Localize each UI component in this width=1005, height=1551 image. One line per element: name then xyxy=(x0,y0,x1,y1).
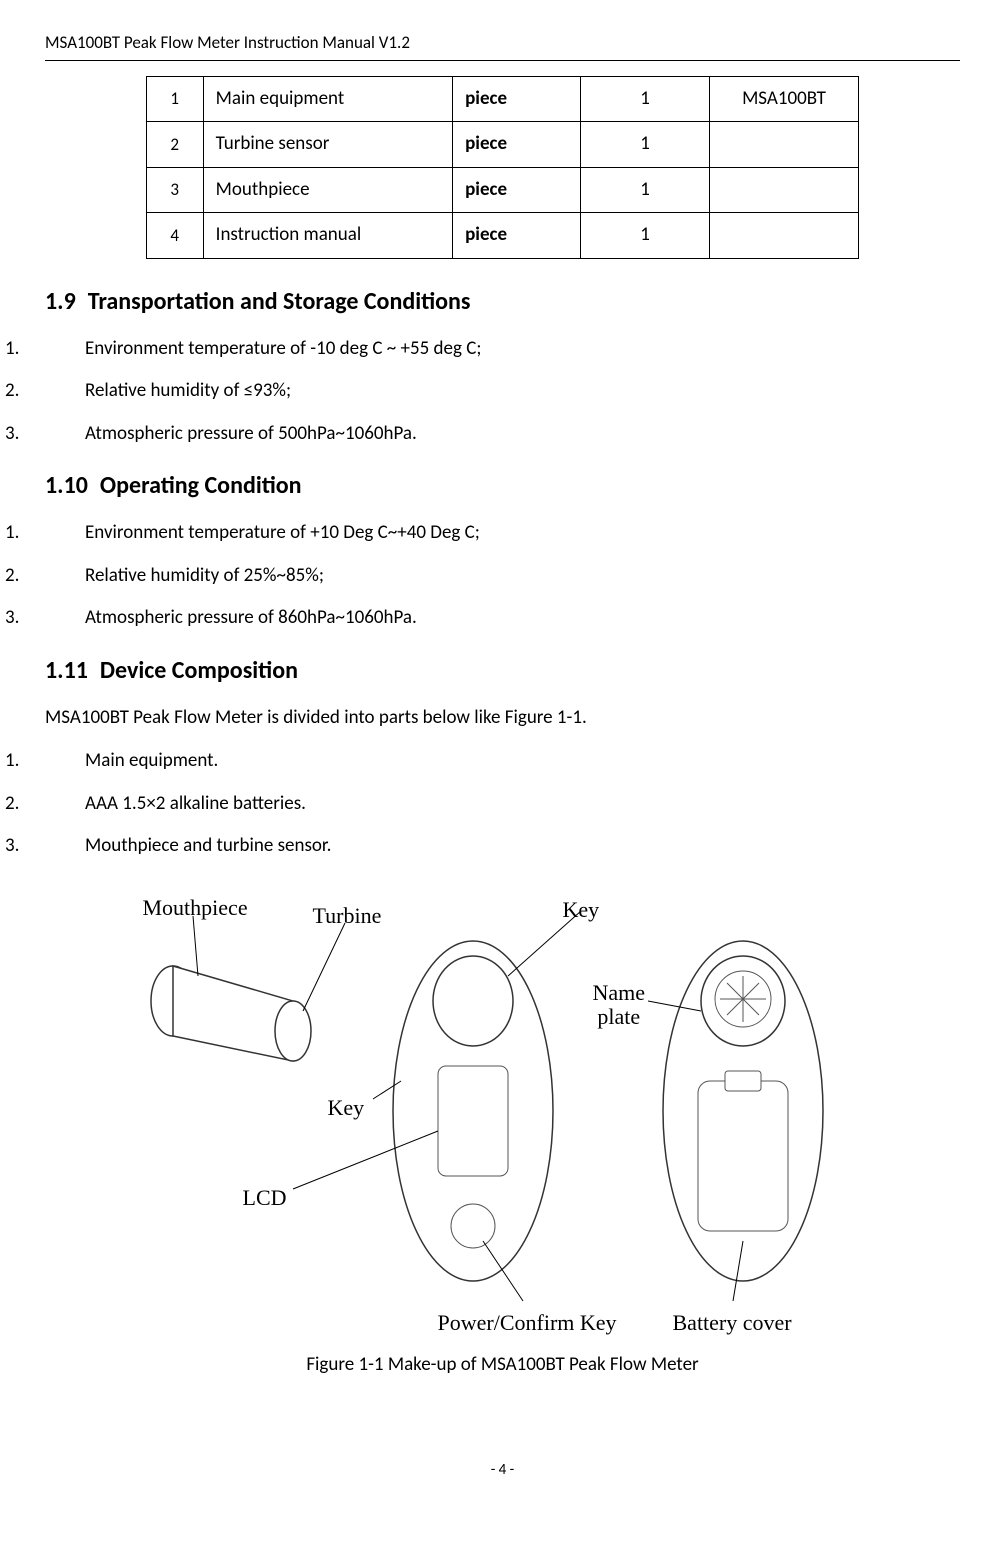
section-title: Operating Condition xyxy=(100,471,302,500)
transport-list: 1. Environment temperature of -10 deg C ~… xyxy=(45,335,960,449)
table-row: 2 Turbine sensor piece 1 xyxy=(146,122,859,168)
heading-operating: 1.10 Operating Condition xyxy=(45,468,960,504)
section-title: Transportation and Storage Conditions xyxy=(88,287,471,316)
part-name: Turbine sensor xyxy=(203,122,452,168)
list-item: 1. Environment temperature of +10 Deg C~+… xyxy=(45,519,960,548)
parts-table: 1 Main equipment piece 1 MSA100BT 2 Turb… xyxy=(146,76,860,259)
item-text: Relative humidity of 25%~85%; xyxy=(85,564,324,587)
part-note xyxy=(709,213,859,259)
part-qty: 1 xyxy=(581,167,709,213)
list-item: 1. Main equipment. xyxy=(45,747,960,776)
figure-caption: Figure 1-1 Make-up of MSA100BT Peak Flow… xyxy=(45,1351,960,1380)
item-text: Environment temperature of +10 Deg C~+40… xyxy=(85,521,480,544)
item-text: Relative humidity of ≤93%; xyxy=(85,379,291,402)
list-item: 3. Mouthpiece and turbine sensor. xyxy=(45,832,960,861)
item-text: Environment temperature of -10 deg C ~ +… xyxy=(85,337,481,360)
row-num: 1 xyxy=(146,76,203,122)
table-row: 3 Mouthpiece piece 1 xyxy=(146,167,859,213)
operating-list: 1. Environment temperature of +10 Deg C~+… xyxy=(45,519,960,633)
part-unit: piece xyxy=(453,122,581,168)
item-num: 3. xyxy=(45,832,65,861)
row-num: 3 xyxy=(146,167,203,213)
list-item: 2. AAA 1.5×2 alkaline batteries. xyxy=(45,790,960,819)
list-item: 1. Environment temperature of -10 deg C ~… xyxy=(45,335,960,364)
composition-list: 1. Main equipment. 2. AAA 1.5×2 alkaline b… xyxy=(45,747,960,861)
part-note xyxy=(709,122,859,168)
item-num: 1. xyxy=(45,519,65,548)
part-qty: 1 xyxy=(581,213,709,259)
section-num: 1.11 xyxy=(45,653,88,689)
item-num: 3. xyxy=(45,604,65,633)
item-text: Atmospheric pressure of 500hPa~1060hPa. xyxy=(85,422,417,445)
part-unit: piece xyxy=(453,76,581,122)
list-item: 3. Atmospheric pressure of 860hPa~1060hPa… xyxy=(45,604,960,633)
item-text: AAA 1.5×2 alkaline batteries. xyxy=(85,792,306,815)
composition-intro: MSA100BT Peak Flow Meter is divided into… xyxy=(45,704,960,733)
item-num: 1. xyxy=(45,335,65,364)
part-name: Mouthpiece xyxy=(203,167,452,213)
table-row: 4 Instruction manual piece 1 xyxy=(146,213,859,259)
document-header: MSA100BT Peak Flow Meter Instruction Man… xyxy=(45,30,960,61)
list-item: 2. Relative humidity of 25%~85%; xyxy=(45,562,960,591)
list-item: 3. Atmospheric pressure of 500hPa~1060hPa… xyxy=(45,420,960,449)
row-num: 2 xyxy=(146,122,203,168)
item-num: 2. xyxy=(45,790,65,819)
part-qty: 1 xyxy=(581,76,709,122)
heading-composition: 1.11 Device Composition xyxy=(45,653,960,689)
part-unit: piece xyxy=(453,213,581,259)
part-unit: piece xyxy=(453,167,581,213)
item-num: 3. xyxy=(45,420,65,449)
section-num: 1.10 xyxy=(45,468,88,504)
item-num: 1. xyxy=(45,747,65,776)
item-num: 2. xyxy=(45,562,65,591)
device-diagram: Mouthpiece Turbine Key Nameplate Key LCD… xyxy=(103,881,903,1341)
item-text: Main equipment. xyxy=(85,749,218,772)
part-name: Instruction manual xyxy=(203,213,452,259)
figure-container: Mouthpiece Turbine Key Nameplate Key LCD… xyxy=(45,881,960,1380)
part-name: Main equipment xyxy=(203,76,452,122)
list-item: 2. Relative humidity of ≤93%; xyxy=(45,377,960,406)
device-svg xyxy=(103,881,903,1341)
item-text: Atmospheric pressure of 860hPa~1060hPa. xyxy=(85,606,417,629)
table-row: 1 Main equipment piece 1 MSA100BT xyxy=(146,76,859,122)
heading-transport: 1.9 Transportation and Storage Conditions xyxy=(45,284,960,320)
section-num: 1.9 xyxy=(45,284,76,320)
part-qty: 1 xyxy=(581,122,709,168)
section-title: Device Composition xyxy=(100,656,298,685)
part-note xyxy=(709,167,859,213)
item-text: Mouthpiece and turbine sensor. xyxy=(85,834,331,857)
part-note: MSA100BT xyxy=(709,76,859,122)
page-footer: - 4 - xyxy=(45,1459,960,1482)
row-num: 4 xyxy=(146,213,203,259)
item-num: 2. xyxy=(45,377,65,406)
